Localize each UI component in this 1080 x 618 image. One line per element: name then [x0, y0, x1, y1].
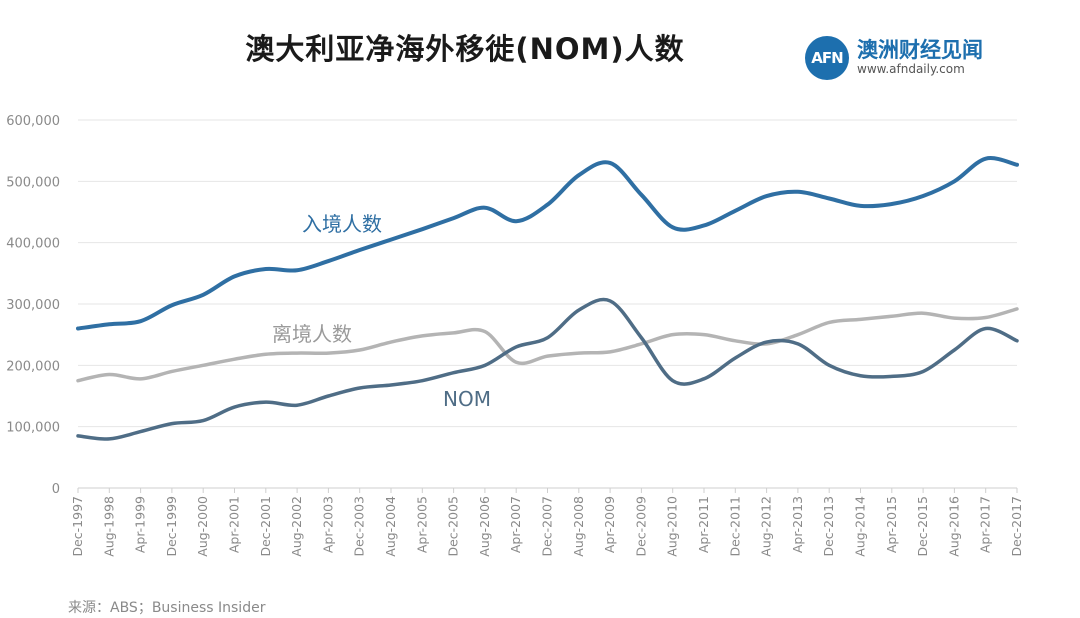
- series-label-arrivals: 入境人数: [302, 212, 382, 236]
- x-tick-label: Aug-2016: [946, 496, 961, 557]
- x-tick-label: Dec-2015: [915, 496, 930, 557]
- x-tick-label: Apr-2017: [978, 496, 993, 553]
- x-tick-label: Dec-2017: [1009, 496, 1024, 557]
- x-tick-label: Apr-2013: [790, 496, 805, 553]
- x-tick-label: Dec-2011: [727, 496, 742, 557]
- x-tick-label: Aug-2006: [477, 496, 492, 557]
- y-tick-label: 100,000: [6, 421, 60, 436]
- y-tick-label: 500,000: [6, 175, 60, 190]
- series-label-departures: 离境人数: [272, 322, 352, 346]
- logo-name: 澳洲财经见闻: [857, 38, 983, 62]
- x-tick-label: Apr-1999: [133, 496, 148, 553]
- x-tick-label: Aug-2000: [195, 496, 210, 557]
- x-tick-label: Apr-2011: [696, 496, 711, 553]
- x-axis: Dec-1997 Aug-1998 Apr-1999 Dec-1999 Aug-2000…: [70, 488, 1024, 557]
- y-tick-label: 400,000: [6, 237, 60, 252]
- gridlines: [78, 119, 1017, 489]
- x-tick-label: Apr-2001: [227, 496, 242, 553]
- y-tick-label: 0: [52, 482, 60, 497]
- x-tick-label: Aug-2012: [759, 496, 774, 557]
- y-tick-label: 200,000: [6, 359, 60, 374]
- x-tick-label: Aug-2004: [383, 496, 398, 557]
- x-tick-label: Aug-2008: [571, 496, 586, 557]
- x-tick-label: Aug-2014: [853, 496, 868, 557]
- x-tick-label: Aug-2002: [289, 496, 304, 557]
- series-lines: [76, 156, 1019, 441]
- series-label-nom: NOM: [443, 387, 491, 411]
- x-tick-label: Dec-2005: [446, 496, 461, 557]
- x-tick-label: Dec-1999: [164, 496, 179, 557]
- afn-badge-icon: AFN: [805, 36, 849, 80]
- x-tick-label: Apr-2005: [414, 496, 429, 553]
- source-note: 来源：ABS；Business Insider: [68, 600, 266, 616]
- x-tick-label: Apr-2015: [884, 496, 899, 553]
- x-tick-label: Dec-1997: [70, 496, 85, 557]
- x-tick-label: Aug-2010: [665, 496, 680, 557]
- x-tick-label: Dec-2007: [540, 496, 555, 557]
- chart-title: 澳大利亚净海外移徙(NOM)人数: [245, 32, 685, 66]
- y-axis: 0 100,000 200,000 300,000 400,000 500,000 600,…: [6, 114, 60, 497]
- series-line-arrivals: [76, 156, 1019, 331]
- logo-url: www.afndaily.com: [857, 62, 965, 76]
- afn-logo: AFN 澳洲财经见闻 www.afndaily.com: [805, 32, 1035, 80]
- series-line-nom: [76, 297, 1019, 441]
- x-tick-label: Aug-1998: [101, 496, 116, 557]
- y-tick-label: 600,000: [6, 114, 60, 129]
- x-tick-label: Dec-2013: [821, 496, 836, 557]
- x-tick-label: Dec-2009: [633, 496, 648, 557]
- x-tick-label: Dec-2003: [352, 496, 367, 557]
- series-line-departures: [76, 307, 1019, 383]
- x-tick-label: Dec-2001: [258, 496, 273, 557]
- x-tick-label: Apr-2009: [602, 496, 617, 553]
- x-tick-label: Apr-2003: [320, 496, 335, 553]
- y-tick-label: 300,000: [6, 298, 60, 313]
- x-tick-label: Apr-2007: [508, 496, 523, 553]
